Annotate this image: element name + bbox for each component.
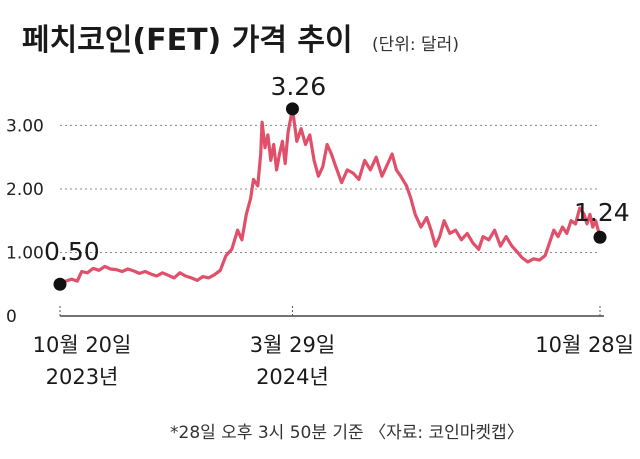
data-label: 1.24 bbox=[574, 198, 630, 227]
grid-layer bbox=[60, 125, 600, 252]
y-tick-label: 1.00 bbox=[6, 243, 44, 263]
chart-title: 페치코인(FET) 가격 추이 bbox=[22, 23, 353, 58]
data-label: 0.50 bbox=[44, 237, 100, 266]
data-label: 3.26 bbox=[270, 72, 326, 101]
x-axis-labels: 10월 20일 2023년 3월 29일 2024년 10월 28일 bbox=[33, 306, 634, 389]
highlight-marker bbox=[54, 278, 67, 291]
footnote: *28일 오후 3시 50분 기준 〈자료: 코인마켓캡〉 bbox=[170, 423, 524, 443]
series-layer bbox=[60, 109, 600, 284]
y-tick-label: 3.00 bbox=[6, 116, 44, 136]
x-tick-label: 3월 29일 bbox=[250, 333, 335, 357]
highlight-marker bbox=[286, 102, 299, 115]
x-tick-label: 2024년 bbox=[256, 365, 329, 389]
unit-note: (단위: 달러) bbox=[372, 35, 459, 55]
y-tick-label: 0 bbox=[6, 307, 17, 327]
x-tick-label: 2023년 bbox=[46, 365, 119, 389]
price-line bbox=[60, 109, 600, 284]
x-tick-label: 10월 28일 bbox=[535, 333, 634, 357]
axis-layer: 0 1.00 2.00 3.00 bbox=[6, 116, 604, 327]
highlight-marker bbox=[594, 231, 607, 244]
x-tick-label: 10월 20일 bbox=[33, 333, 132, 357]
y-tick-label: 2.00 bbox=[6, 180, 44, 200]
